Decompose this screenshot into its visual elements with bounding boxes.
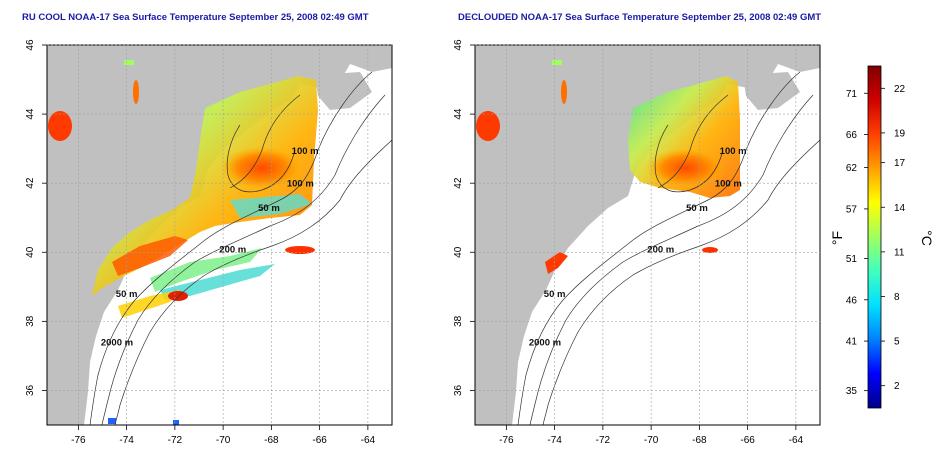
right-map-contour-labels: 100 m 100 m 50 m 200 m 50 m 2000 m [529, 146, 747, 349]
right-map-axes: -76 -74 -72 -70 -68 -66 -64 36 38 40 42 44 46 [453, 39, 804, 446]
contour-label: 100 m [287, 179, 314, 190]
y-tick-label: 36 [25, 384, 36, 396]
celsius-label: °C [919, 230, 935, 246]
land-mass [47, 45, 392, 425]
x-tick-label: -68 [692, 435, 707, 446]
contour-label: 100 m [715, 179, 742, 190]
celsius-tick-label: 5 [894, 337, 900, 348]
fahrenheit-tick-label: 71 [846, 89, 858, 100]
left-map-contour-labels: 100 m 100 m 50 m 200 m 50 m 2000 m [101, 146, 319, 349]
x-tick-label: -66 [312, 435, 327, 446]
y-tick-label: 42 [25, 177, 36, 189]
contour-label: 100 m [292, 146, 319, 157]
y-tick-label: 38 [25, 315, 36, 327]
sst-overlay [48, 60, 318, 425]
x-tick-label: -64 [361, 435, 376, 446]
x-tick-label: -70 [216, 435, 231, 446]
contour-label: 100 m [720, 146, 747, 157]
contour-label: 2000 m [101, 338, 133, 349]
x-tick-label: -70 [644, 435, 659, 446]
y-tick-label: 46 [453, 39, 464, 51]
celsius-tick-label: 17 [894, 158, 906, 169]
celsius-tick-label: 19 [894, 128, 906, 139]
x-tick-label: -66 [740, 435, 755, 446]
colorbar-gradient [867, 65, 882, 409]
left-map-axes: -76 -74 -72 -70 -68 -66 -64 36 38 40 42 44 46 [25, 39, 376, 446]
y-tick-label: 40 [453, 246, 464, 258]
right-map-title: DECLOUDED NOAA-17 Sea Surface Temperatur… [458, 12, 822, 23]
x-tick-label: -68 [264, 435, 279, 446]
x-tick-label: -74 [547, 435, 562, 446]
celsius-tick-label: 2 [894, 381, 900, 392]
contour-label: 50 m [686, 203, 708, 214]
contour-label: 50 m [258, 203, 280, 214]
fahrenheit-tick-label: 66 [846, 130, 858, 141]
fahrenheit-tick-label: 46 [846, 295, 858, 306]
land-mass [475, 45, 820, 425]
contour-label: 50 m [116, 289, 138, 300]
celsius-tick-label: 11 [894, 247, 905, 258]
right-map-gridlines [475, 44, 820, 425]
celsius-tick-label: 14 [894, 203, 906, 214]
bathymetry-contours [517, 71, 820, 425]
fahrenheit-tick-label: 57 [846, 204, 858, 215]
y-tick-label: 46 [25, 39, 36, 51]
fahrenheit-tick-label: 41 [846, 337, 858, 348]
nova-scotia [315, 72, 372, 110]
sst-overlay [476, 60, 740, 274]
x-tick-label: -76 [71, 435, 86, 446]
x-tick-label: -72 [596, 435, 611, 446]
fahrenheit-tick-label: 62 [846, 163, 858, 174]
contour-label: 2000 m [529, 338, 561, 349]
y-tick-label: 44 [453, 108, 464, 120]
y-tick-label: 36 [453, 384, 464, 396]
contour-label: 50 m [544, 289, 566, 300]
y-tick-label: 44 [25, 108, 36, 120]
nova-scotia [743, 72, 800, 110]
contour-label: 200 m [647, 244, 674, 255]
bathymetry-contours [89, 71, 392, 425]
x-tick-label: -72 [168, 435, 183, 446]
y-tick-label: 38 [453, 315, 464, 327]
fahrenheit-tick-label: 51 [846, 254, 858, 265]
fahrenheit-label: °F [829, 231, 845, 245]
temperature-colorbar: 22 19 17 14 11 8 5 2 71 66 62 57 51 46 41 35 °F °C [829, 65, 935, 409]
celsius-tick-label: 22 [894, 84, 906, 95]
contour-label: 200 m [219, 244, 246, 255]
left-map-title: RU COOL NOAA-17 Sea Surface Temperature … [22, 12, 369, 23]
y-tick-label: 40 [25, 246, 36, 258]
celsius-tick-label: 8 [894, 292, 900, 303]
left-map-gridlines [47, 44, 392, 425]
y-tick-label: 42 [453, 177, 464, 189]
x-tick-label: -74 [119, 435, 134, 446]
fahrenheit-tick-label: 35 [846, 386, 858, 397]
x-tick-label: -64 [789, 435, 804, 446]
x-tick-label: -76 [499, 435, 514, 446]
